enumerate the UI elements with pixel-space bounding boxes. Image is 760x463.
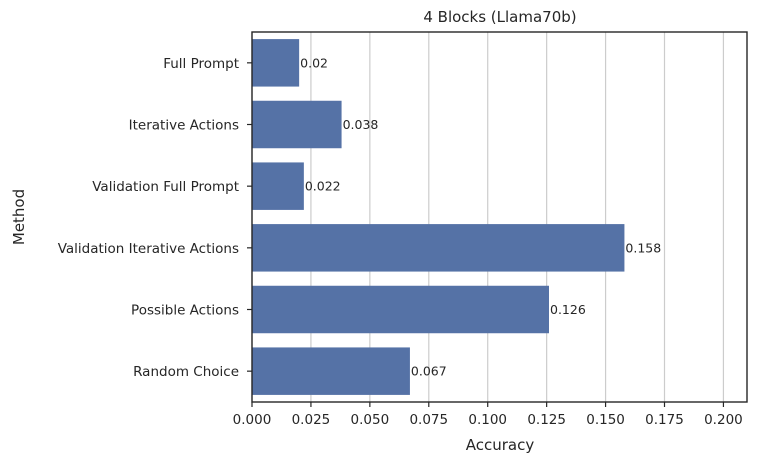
grid-lines xyxy=(251,32,725,402)
x-tick-label: 0.050 xyxy=(351,412,390,428)
x-axis-label: Accuracy xyxy=(466,436,535,454)
x-tick-label: 0.100 xyxy=(468,412,507,428)
y-tick-label: Validation Iterative Actions xyxy=(58,241,239,257)
x-tick-label: 0.025 xyxy=(292,412,331,428)
x-tick-label: 0.175 xyxy=(645,412,684,428)
bar xyxy=(252,100,342,149)
y-tick-label: Iterative Actions xyxy=(129,118,239,134)
bar-value-label: 0.158 xyxy=(625,240,661,255)
bar-value-label: 0.126 xyxy=(550,302,586,317)
bar-value-label: 0.038 xyxy=(343,117,379,132)
y-tick-label: Validation Full Prompt xyxy=(92,179,239,195)
y-tick-label: Full Prompt xyxy=(163,56,239,72)
bar xyxy=(252,347,410,395)
x-tick-label: 0.075 xyxy=(409,412,448,428)
bar xyxy=(252,39,300,87)
bar-value-label: 0.022 xyxy=(305,179,341,194)
bar xyxy=(252,162,304,210)
plot-frame xyxy=(251,31,748,403)
bars xyxy=(252,39,625,395)
bar-value-label: 0.067 xyxy=(411,364,447,379)
x-tick-label: 0.200 xyxy=(704,412,743,428)
y-axis-label: Method xyxy=(10,189,28,245)
x-axis-ticks: 0.000 0.025 0.050 0.075 0.100 0.125 0.150 0.175… xyxy=(233,402,743,428)
data-labels: 0.02 0.038 0.022 0.158 0.126 0.067 xyxy=(300,55,661,378)
chart-title: 4 Blocks (Llama70b) xyxy=(423,8,576,26)
y-tick-label: Possible Actions xyxy=(131,303,239,319)
x-tick-label: 0.000 xyxy=(233,412,272,428)
bar-value-label: 0.02 xyxy=(300,55,328,70)
y-axis-ticks: Full Prompt Iterative Actions Validation F… xyxy=(58,56,252,380)
bar xyxy=(252,285,549,334)
x-tick-label: 0.150 xyxy=(586,412,625,428)
x-tick-label: 0.125 xyxy=(527,412,566,428)
y-tick-label: Random Choice xyxy=(133,364,239,380)
bar xyxy=(252,224,625,272)
